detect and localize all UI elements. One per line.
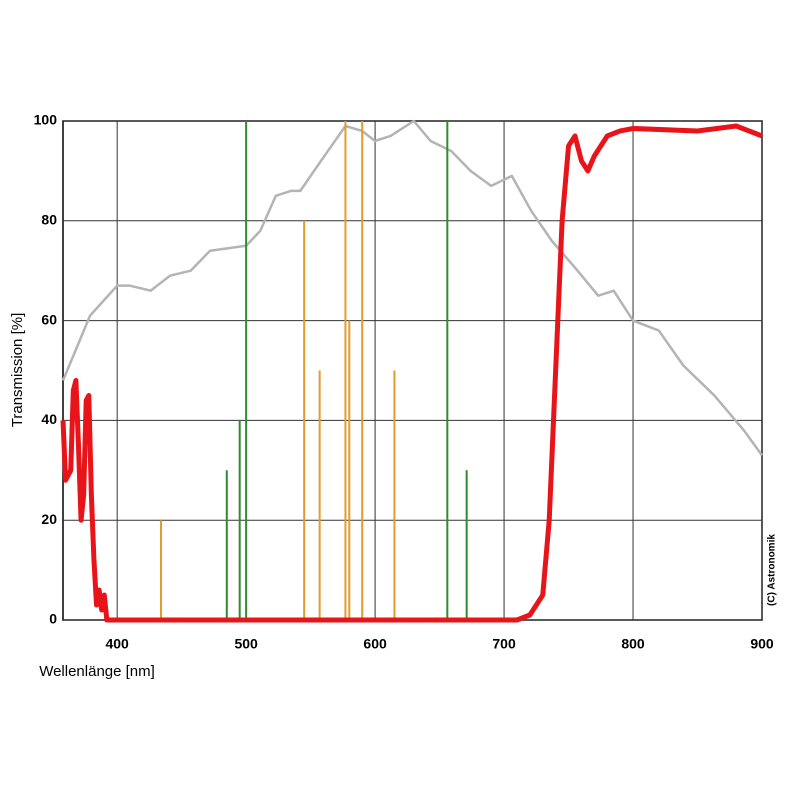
- curve: [61, 119, 764, 457]
- curve: [60, 123, 763, 623]
- copyright: (C) Astronomik: [767, 534, 778, 606]
- x-tick-label: 700: [492, 636, 516, 652]
- y-tick-label: 80: [41, 212, 57, 228]
- x-tick-label: 800: [621, 636, 645, 652]
- plot-layer: 0 20 40 60 80 100 400 500 600 700 800 900: [34, 112, 774, 652]
- y-tick-label: 20: [41, 511, 57, 527]
- x-tick-label: 400: [105, 636, 129, 652]
- y-tick-label: 100: [34, 112, 58, 128]
- x-tick-label: 900: [750, 636, 774, 652]
- y-tick-label: 40: [41, 411, 57, 427]
- plot-frame: [62, 120, 763, 621]
- y-axis-label: Transmission [%]: [9, 313, 26, 427]
- x-axis-label: Wellenlänge [nm]: [39, 663, 155, 680]
- y-tick-label: 0: [49, 611, 57, 627]
- x-tick-label: 600: [363, 636, 387, 652]
- x-tick-label: 500: [234, 636, 258, 652]
- y-tick-label: 60: [41, 311, 57, 327]
